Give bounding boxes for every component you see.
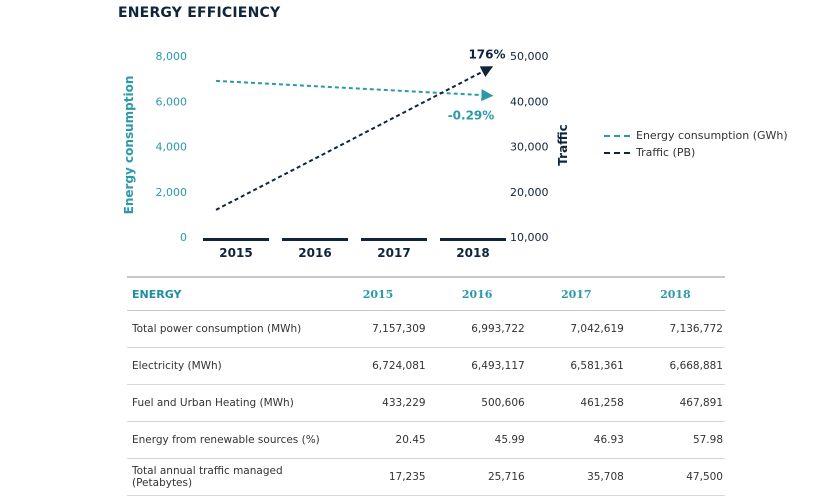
table-row: Total annual traffic managed (Petabytes)… — [127, 458, 725, 496]
left-tick-label: 8,000 — [156, 50, 188, 63]
table-row: Fuel and Urban Heating (MWh) 433,229 500… — [127, 384, 725, 422]
right-axis-label: Traffic — [556, 124, 570, 165]
category-baseline-bars: 2015 2016 2017 2018 — [203, 238, 506, 260]
category-bar — [282, 238, 348, 241]
table-header-2018: 2018 — [625, 276, 725, 311]
table-header-2016: 2016 — [427, 276, 527, 311]
legend-item-energy: Energy consumption (GWh) — [604, 127, 788, 144]
cell-value: 46.93 — [526, 421, 626, 459]
left-tick-label: 6,000 — [156, 95, 188, 108]
table-row: Electricity (MWh) 6,724,081 6,493,117 6,… — [127, 347, 725, 385]
cell-value: 7,136,772 — [625, 310, 725, 348]
cell-value: 6,493,117 — [427, 347, 527, 385]
energy-table: ENERGY 2015 2016 2017 2018 Total power c… — [127, 276, 725, 496]
legend-item-traffic: Traffic (PB) — [604, 144, 788, 161]
row-label: Energy from renewable sources (%) — [127, 421, 329, 459]
x-tick-label: 2017 — [377, 246, 410, 260]
row-label: Total annual traffic managed (Petabytes) — [127, 458, 329, 496]
chart-legend: Energy consumption (GWh) Traffic (PB) — [604, 127, 788, 161]
table-row: Total power consumption (MWh) 7,157,309 … — [127, 310, 725, 348]
cell-value: 17,235 — [328, 458, 428, 496]
right-tick-label: 30,000 — [510, 141, 549, 154]
page-title: ENERGY EFFICIENCY — [118, 5, 281, 21]
x-tick-label: 2015 — [219, 246, 252, 260]
table-header-2015: 2015 — [328, 276, 428, 311]
x-tick-label: 2016 — [298, 246, 331, 260]
right-tick-label: 20,000 — [510, 186, 549, 199]
left-tick-label: 4,000 — [156, 141, 188, 154]
traffic-series-line — [215, 66, 494, 211]
traffic-change-label: 176% — [468, 47, 505, 61]
cell-value: 6,724,081 — [328, 347, 428, 385]
energy-legend-swatch — [604, 134, 630, 137]
table-row: Energy from renewable sources (%) 20.45 … — [127, 421, 725, 459]
category-bar — [361, 238, 427, 241]
left-axis-label: Energy consumption — [122, 76, 136, 215]
category-bar — [203, 238, 269, 241]
row-label: Electricity (MWh) — [127, 347, 329, 385]
cell-value: 7,157,309 — [328, 310, 428, 348]
cell-value: 6,581,361 — [526, 347, 626, 385]
cell-value: 461,258 — [526, 384, 626, 422]
table-header-2017: 2017 — [526, 276, 626, 311]
table-header-row: ENERGY 2015 2016 2017 2018 — [127, 276, 725, 311]
table-header-energy: ENERGY — [127, 276, 329, 311]
energy-traffic-chart: 8,000 6,000 4,000 2,000 0 50,000 40,000 30,000… — [122, 47, 570, 260]
cell-value: 45.99 — [427, 421, 527, 459]
category-bar — [440, 238, 506, 241]
cell-value: 20.45 — [328, 421, 428, 459]
cell-value: 433,229 — [328, 384, 428, 422]
row-label: Fuel and Urban Heating (MWh) — [127, 384, 329, 422]
right-tick-label: 40,000 — [510, 95, 549, 108]
left-tick-label: 0 — [180, 231, 187, 244]
legend-label-energy: Energy consumption (GWh) — [636, 129, 788, 142]
traffic-legend-swatch — [604, 151, 630, 154]
x-tick-label: 2018 — [456, 246, 489, 260]
right-tick-label: 50,000 — [510, 50, 549, 63]
legend-label-traffic: Traffic (PB) — [636, 146, 696, 159]
right-axis-ticks: 50,000 40,000 30,000 20,000 10,000 — [510, 50, 549, 244]
left-tick-label: 2,000 — [156, 186, 188, 199]
row-label: Total power consumption (MWh) — [127, 310, 329, 348]
right-tick-label: 10,000 — [510, 231, 549, 244]
cell-value: 6,993,722 — [427, 310, 527, 348]
energy-change-label: -0.29% — [448, 109, 495, 123]
cell-value: 47,500 — [625, 458, 725, 496]
cell-value: 35,708 — [526, 458, 626, 496]
cell-value: 57.98 — [625, 421, 725, 459]
cell-value: 6,668,881 — [625, 347, 725, 385]
energy-series-line — [215, 79, 494, 102]
cell-value: 25,716 — [427, 458, 527, 496]
left-axis-ticks: 8,000 6,000 4,000 2,000 0 — [156, 50, 188, 244]
cell-value: 500,606 — [427, 384, 527, 422]
cell-value: 7,042,619 — [526, 310, 626, 348]
cell-value: 467,891 — [625, 384, 725, 422]
